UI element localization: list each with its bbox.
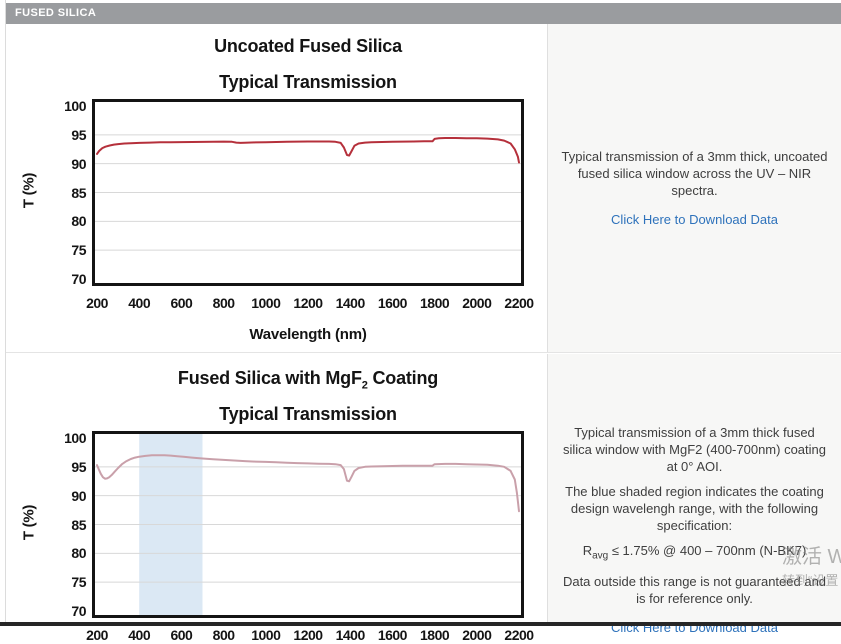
y-tick-label: 100 (64, 430, 86, 446)
y-tick-label: 75 (71, 242, 86, 259)
y-tick-label: 95 (71, 458, 86, 475)
bottom-edge-bar (0, 622, 841, 626)
mgf2-coated-fused-silica-section: Fused Silica with MgF2 Coating Typical T… (6, 354, 841, 643)
x-tick-label: 600 (170, 627, 193, 643)
panel-uncoated-description: Typical transmission of a 3mm thick, unc… (547, 24, 841, 352)
y-tick-label: 80 (71, 213, 86, 230)
x-tick-label: 2200 (504, 295, 534, 311)
x-tick-label: 1800 (420, 295, 450, 311)
watermark-line-1: 激活 W (782, 546, 841, 568)
y-tick-label: 95 (71, 126, 86, 143)
chart-2-title: Fused Silica with MgF2 Coating Typical T… (92, 364, 524, 428)
page-left-border (5, 0, 6, 626)
x-tick-label: 1400 (335, 627, 366, 643)
watermark-line-2: 转到“设置 (782, 573, 839, 588)
x-tick-label: 1800 (420, 627, 450, 643)
x-tick-label: 1000 (251, 627, 281, 643)
mgf2-description-text-1: Typical transmission of a 3mm thick fuse… (562, 425, 826, 474)
x-tick-label: 800 (212, 295, 235, 311)
mgf2-description-text-2: The blue shaded region indicates the coa… (565, 484, 824, 533)
chart-mgf2-coated-fused-silica: Fused Silica with MgF2 Coating Typical T… (6, 354, 547, 643)
x-tick-label: 1400 (335, 295, 366, 311)
y-tick-label: 100 (64, 98, 86, 114)
uncoated-fused-silica-section: Uncoated Fused Silica Typical Transmissi… (6, 24, 841, 353)
transmission-curve (96, 137, 520, 164)
x-tick-label: 400 (128, 627, 151, 643)
x-tick-label: 1200 (293, 627, 323, 643)
chart-1-title-line-2: Typical Transmission (219, 71, 397, 92)
x-tick-label: 1000 (251, 295, 281, 311)
y-tick-label: 90 (71, 155, 86, 172)
chart-2-plot-area (92, 431, 524, 618)
x-tick-label: 400 (128, 295, 151, 311)
y-tick-label: 85 (71, 516, 86, 533)
mgf2-spec-line: Ravg ≤ 1.75% @ 400 – 700nm (N-BK7) (582, 543, 807, 562)
y-tick-label: 85 (71, 184, 86, 201)
section-header-title: FUSED SILICA (15, 7, 97, 19)
uncoated-description-text: Typical transmission of a 3mm thick, unc… (561, 149, 828, 198)
chart-2-y-axis-label: T (%) (20, 504, 38, 541)
windows-activation-watermark: 激活 W 转到“设置 (782, 545, 841, 590)
chart-uncoated-fused-silica: Uncoated Fused Silica Typical Transmissi… (6, 24, 547, 352)
chart-1-plot-area (92, 99, 524, 286)
x-tick-label: 1600 (377, 627, 408, 643)
x-tick-label: 2000 (462, 627, 492, 643)
download-data-link-uncoated[interactable]: Click Here to Download Data (611, 212, 778, 227)
chart-1-title-line-1: Uncoated Fused Silica (214, 36, 402, 56)
y-tick-label: 75 (71, 574, 86, 591)
x-tick-label: 200 (86, 627, 108, 643)
y-tick-label: 70 (71, 271, 86, 287)
y-tick-label: 90 (71, 487, 86, 504)
x-tick-label: 800 (212, 627, 235, 643)
mgf2-description-text-3: Data outside this range is not guarantee… (562, 573, 827, 606)
chart-1-y-axis-label: T (%) (20, 172, 38, 209)
chart-2-title-line-1: Fused Silica with MgF2 Coating (177, 368, 439, 392)
x-tick-label: 600 (170, 295, 193, 311)
transmission-curve (96, 454, 520, 513)
section-header-bar: FUSED SILICA (6, 3, 841, 24)
chart-2-title-line-2: Typical Transmission (219, 403, 397, 424)
x-tick-label: 200 (86, 295, 108, 311)
y-tick-label: 70 (71, 603, 86, 619)
chart-1-title: Uncoated Fused Silica Typical Transmissi… (92, 32, 524, 96)
chart-1-x-axis-label: Wavelength (nm) (249, 326, 367, 343)
x-tick-label: 1600 (377, 295, 408, 311)
y-tick-label: 80 (71, 545, 86, 562)
x-tick-label: 2200 (504, 627, 534, 643)
x-tick-label: 1200 (293, 295, 323, 311)
x-tick-label: 2000 (462, 295, 492, 311)
